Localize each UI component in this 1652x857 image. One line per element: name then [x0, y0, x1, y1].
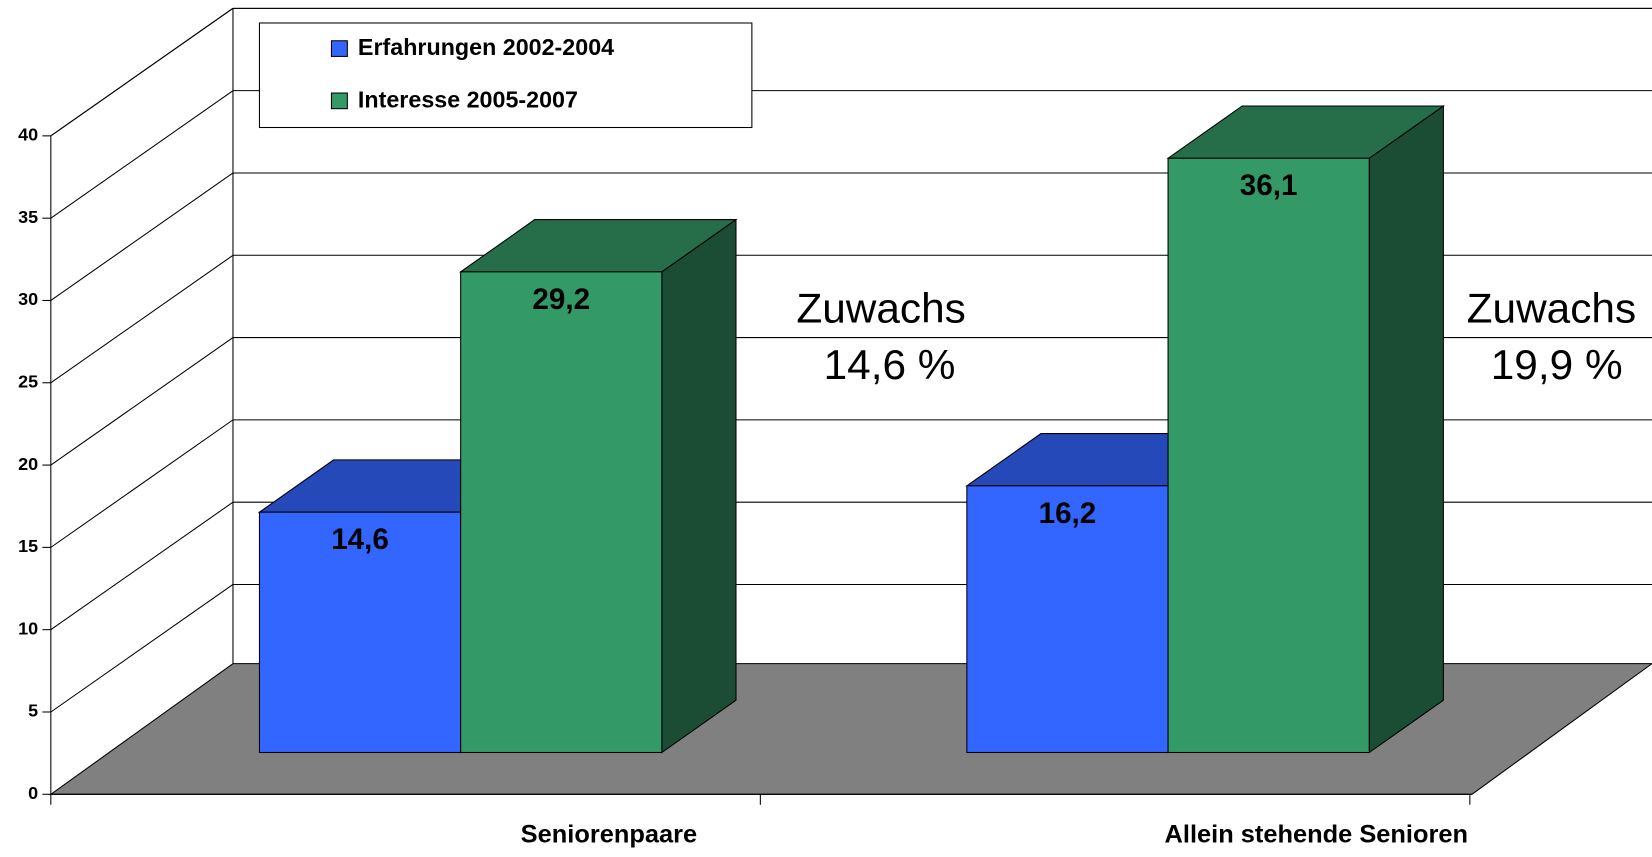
- x-tick-label: Seniorenpaare: [521, 821, 697, 849]
- data-label: 29,2: [532, 283, 590, 316]
- bar: [258, 511, 462, 754]
- annotation: 19,9 %: [1491, 341, 1623, 388]
- y-tick-label: 20: [18, 454, 38, 474]
- bar-side: [661, 218, 737, 754]
- y-tick-label: 30: [18, 289, 38, 309]
- bar: [460, 271, 663, 754]
- y-tick-label: 40: [18, 125, 38, 145]
- data-label: 36,1: [1240, 169, 1298, 202]
- y-tick-label: 10: [18, 618, 38, 638]
- bar: [1167, 157, 1370, 754]
- annotation: Zuwachs: [1467, 285, 1636, 332]
- grid-line-side: [50, 501, 234, 631]
- annotation: 14,6 %: [824, 341, 956, 388]
- data-label: 14,6: [331, 523, 389, 556]
- annotation: Zuwachs: [796, 285, 965, 332]
- grid-line-side: [50, 584, 234, 713]
- y-tick-label: 5: [28, 701, 38, 721]
- data-label: 16,2: [1039, 497, 1097, 530]
- grid-line-side: [50, 172, 234, 301]
- grid-line-side: [50, 90, 234, 219]
- legend-label: Interesse 2005-2007: [358, 87, 578, 113]
- y-tick-label: 15: [18, 536, 38, 556]
- legend-label: Erfahrungen 2002-2004: [358, 34, 614, 60]
- grid-line-side: [50, 337, 234, 466]
- y-tick-label: 25: [18, 372, 38, 392]
- x-tick-label: Allein stehende Senioren: [1165, 821, 1468, 849]
- bar: [966, 485, 1169, 754]
- grid-line-side: [50, 254, 234, 384]
- legend-swatch: [330, 92, 348, 110]
- legend-swatch: [330, 40, 348, 57]
- bar-side: [1368, 104, 1444, 754]
- y-tick-label: 35: [18, 207, 38, 227]
- grid-line-side: [50, 7, 234, 137]
- grid-line-side: [50, 419, 234, 548]
- y-tick-label: 0: [28, 783, 38, 803]
